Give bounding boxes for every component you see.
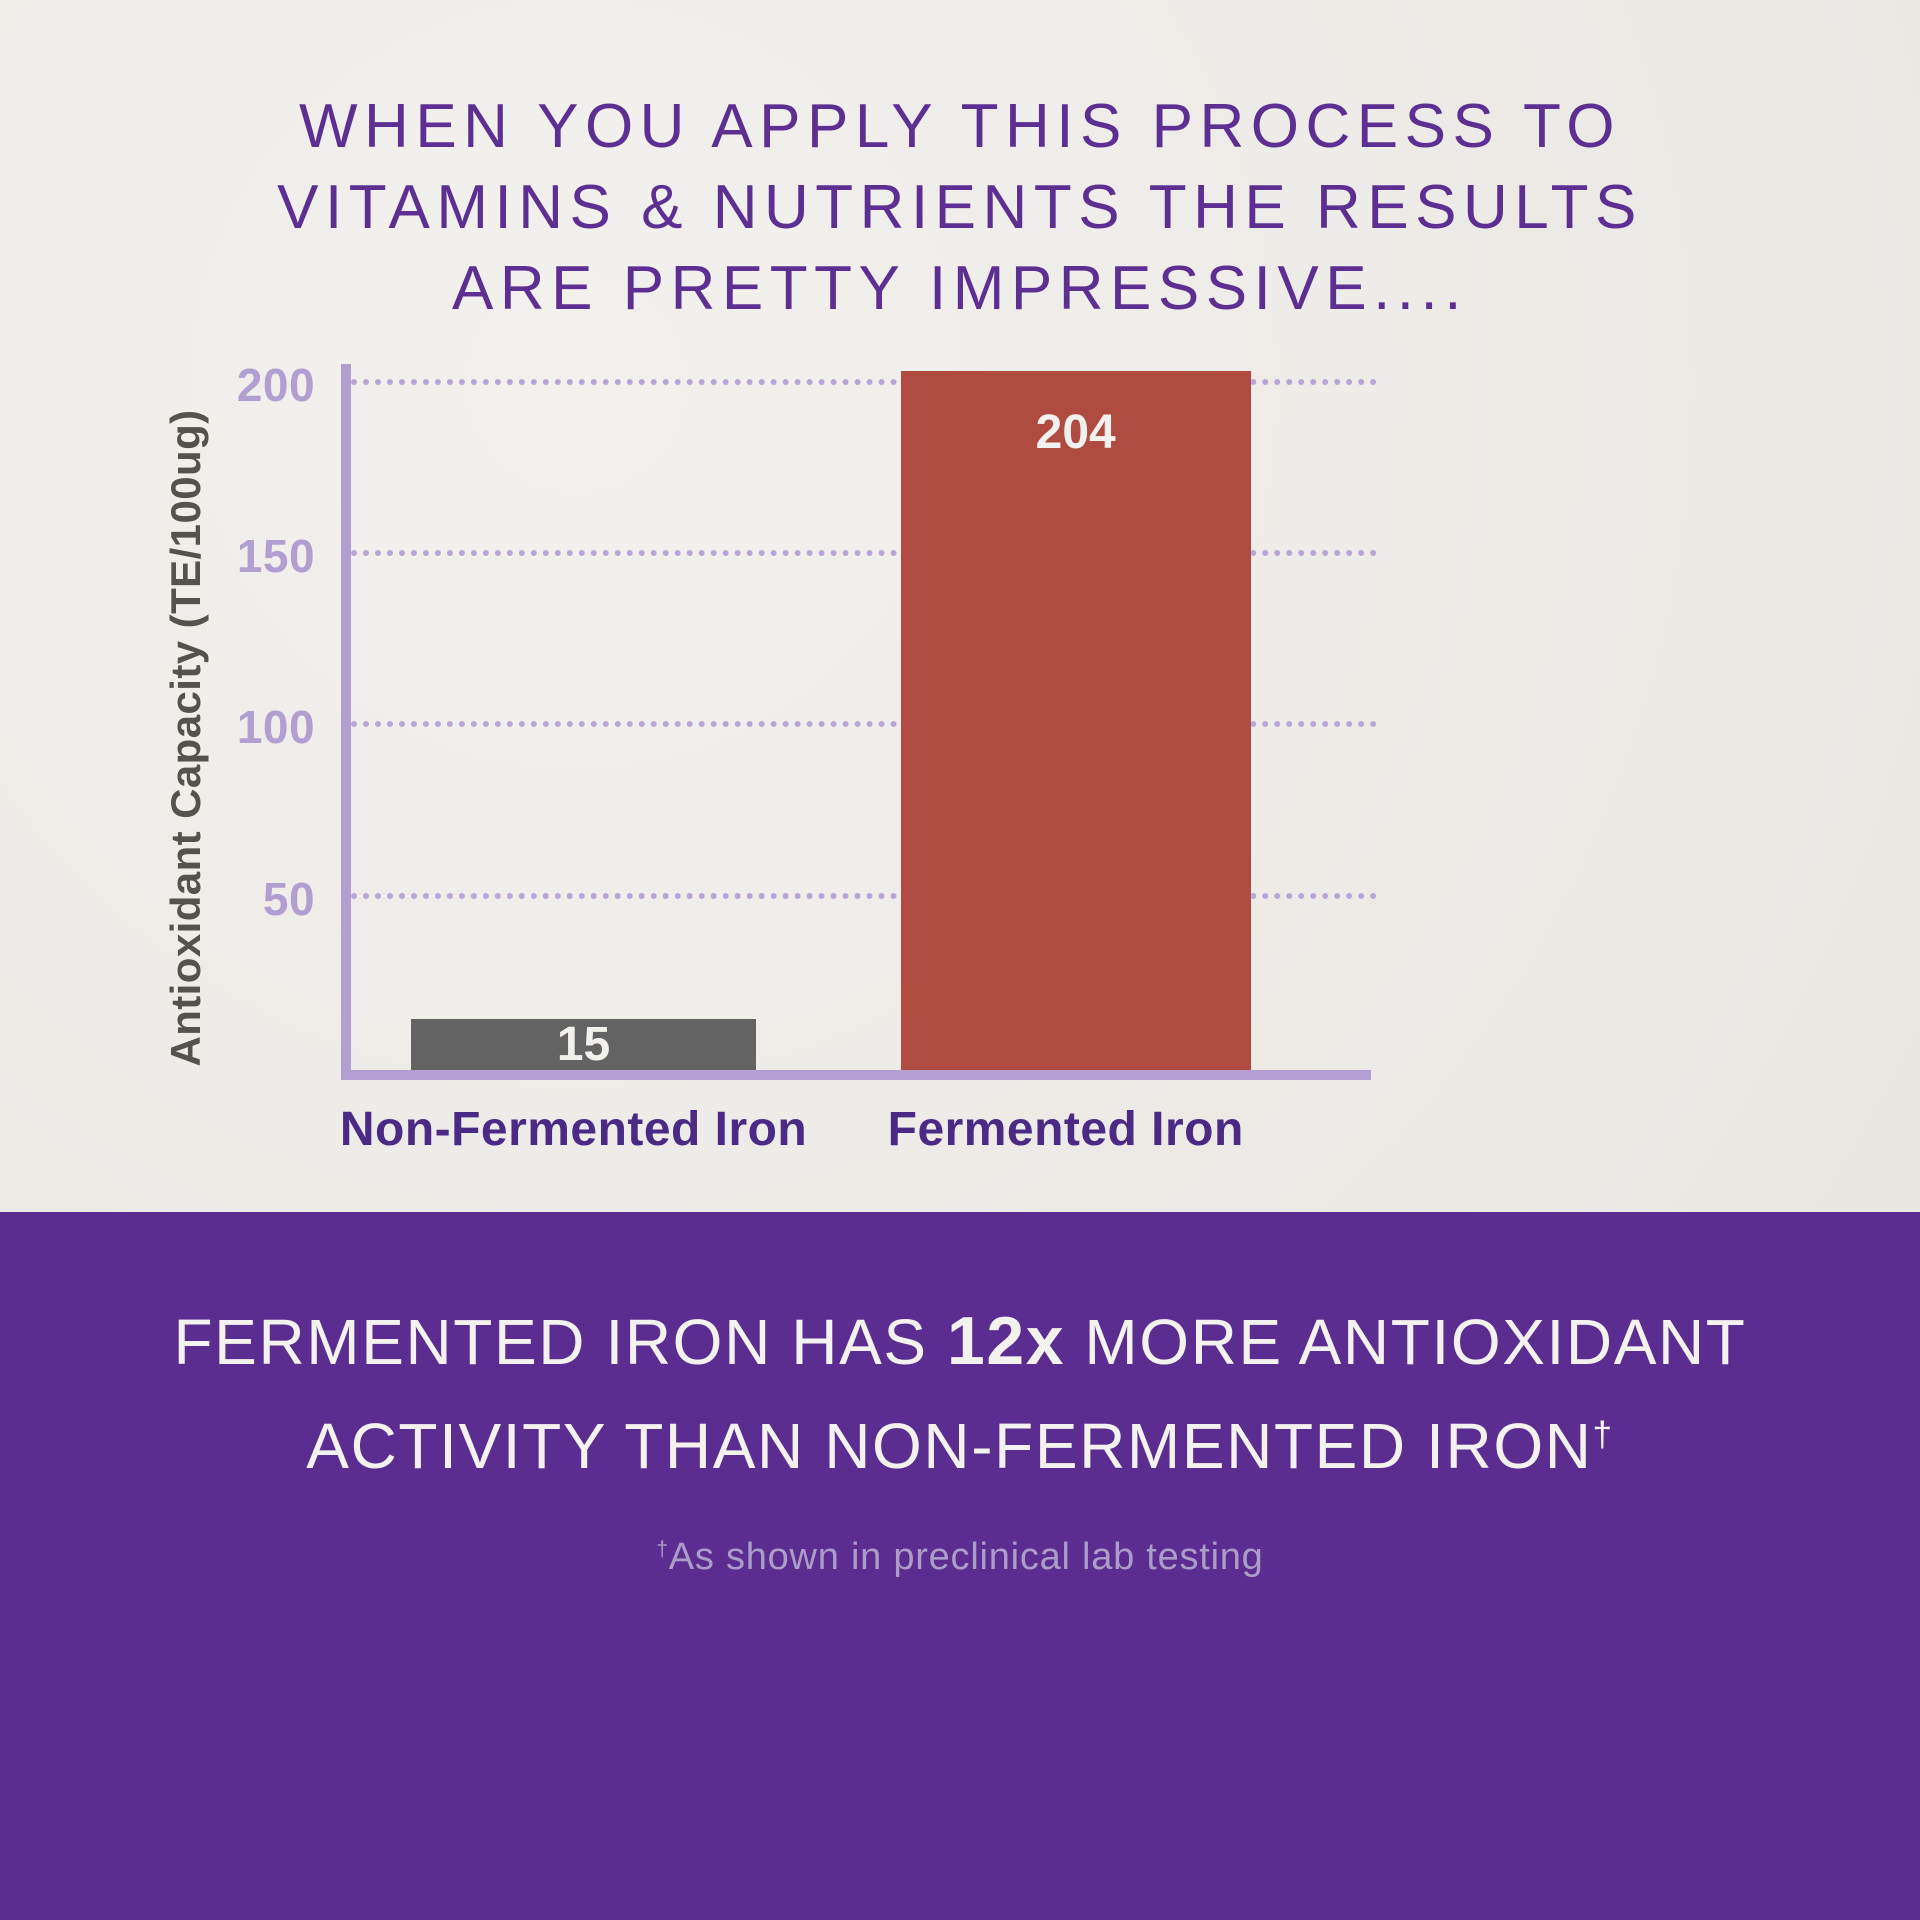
- banner-text-prefix: FERMENTED IRON HAS: [173, 1306, 948, 1378]
- x-axis-labels: Non-Fermented Iron Fermented Iron: [340, 1102, 1361, 1182]
- page-title: WHEN YOU APPLY THIS PROCESS TO VITAMINS …: [0, 86, 1920, 329]
- gridline: [351, 892, 1378, 899]
- bar-fermented-iron: 204: [900, 370, 1251, 1070]
- y-tick-label: 50: [262, 872, 315, 925]
- bar-value-label: 204: [1035, 405, 1116, 459]
- y-axis-title: Antioxidant Capacity (TE/100ug): [162, 409, 209, 1067]
- bar-non-fermented-iron: 15: [411, 1017, 756, 1071]
- banner-text-suffix: MORE ANTIOXIDANT: [1065, 1306, 1747, 1378]
- dagger-symbol: †: [656, 1537, 669, 1561]
- banner-emphasis-12x: 12x: [947, 1304, 1066, 1379]
- heading-line-3: ARE PRETTY IMPRESSIVE....: [451, 254, 1469, 323]
- banner-line-2: ACTIVITY THAN NON-FERMENTED IRON†: [0, 1413, 1920, 1480]
- footnote-text: As shown in preclinical lab testing: [668, 1536, 1264, 1579]
- footnote: †As shown in preclinical lab testing: [0, 1536, 1920, 1579]
- bar-value-label: 15: [556, 1017, 611, 1071]
- y-tick-label: 150: [236, 529, 315, 582]
- y-tick-label: 200: [236, 358, 315, 411]
- gridline: [351, 549, 1378, 556]
- x-category-label-non-fermented-iron: Non-Fermented Iron: [339, 1103, 808, 1156]
- plot-area: 50 100 150 200 15 204: [237, 359, 1378, 1080]
- gridline: [351, 721, 1378, 728]
- gridline: [351, 378, 1378, 385]
- heading-line-2: VITAMINS & NUTRIENTS THE RESULTS: [277, 173, 1643, 242]
- y-tick-label: 100: [236, 701, 315, 754]
- banner-line-1: FERMENTED IRON HAS 12x MORE ANTIOXIDANT: [0, 1212, 1920, 1377]
- dagger-symbol: †: [1592, 1414, 1614, 1454]
- banner-text-line2: ACTIVITY THAN NON-FERMENTED IRON: [306, 1410, 1593, 1483]
- heading-line-1: WHEN YOU APPLY THIS PROCESS TO: [299, 92, 1621, 161]
- banner: FERMENTED IRON HAS 12x MORE ANTIOXIDANT …: [0, 1212, 1920, 1920]
- x-category-label-fermented-iron: Fermented Iron: [887, 1103, 1244, 1156]
